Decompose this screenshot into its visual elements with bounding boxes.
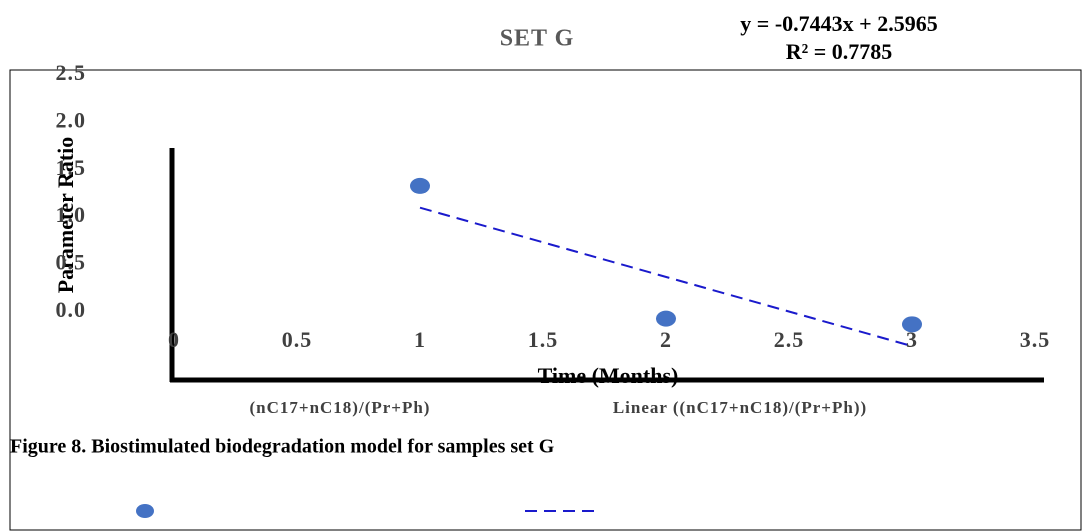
data-point: [656, 310, 676, 327]
equation: y = -0.7443x + 2.5965: [740, 11, 937, 36]
x-tick-label: 1.5: [528, 327, 559, 352]
legend-marker: [136, 504, 154, 518]
y-tick-label: 0.5: [56, 250, 87, 275]
x-axis-label: Time (Months): [538, 363, 679, 388]
y-tick-label: 1.0: [56, 202, 87, 227]
r-squared: R² = 0.7785: [786, 39, 893, 64]
legend-label: (nC17+nC18)/(Pr+Ph): [250, 398, 431, 417]
legend-label: Linear ((nC17+nC18)/(Pr+Ph)): [613, 398, 867, 417]
y-tick-label: 2.0: [56, 107, 87, 132]
caption: Figure 8. Biostimulated biodegradation m…: [10, 436, 555, 458]
legend-markers: [136, 504, 600, 518]
x-tick-label: 2: [660, 327, 672, 352]
chart-frame: [9, 69, 1082, 531]
data-point: [902, 316, 922, 333]
y-tick-label: 2.5: [56, 60, 87, 85]
data-point: [410, 177, 430, 194]
y-axis-label: Parameter Ratio: [53, 137, 78, 294]
x-tick-label: 3: [906, 327, 918, 352]
y-tick-label: 1.5: [56, 155, 87, 180]
chart-title: SET G: [500, 26, 575, 52]
x-tick-label: 1: [414, 327, 426, 352]
x-tick-label: 3.5: [1020, 327, 1051, 352]
y-tick-label: 0.0: [56, 297, 87, 322]
x-tick-label: 2.5: [774, 327, 805, 352]
x-tick-label: 0.5: [282, 327, 313, 352]
trend-line: [419, 206, 913, 348]
x-tick-label: 0: [168, 327, 180, 352]
